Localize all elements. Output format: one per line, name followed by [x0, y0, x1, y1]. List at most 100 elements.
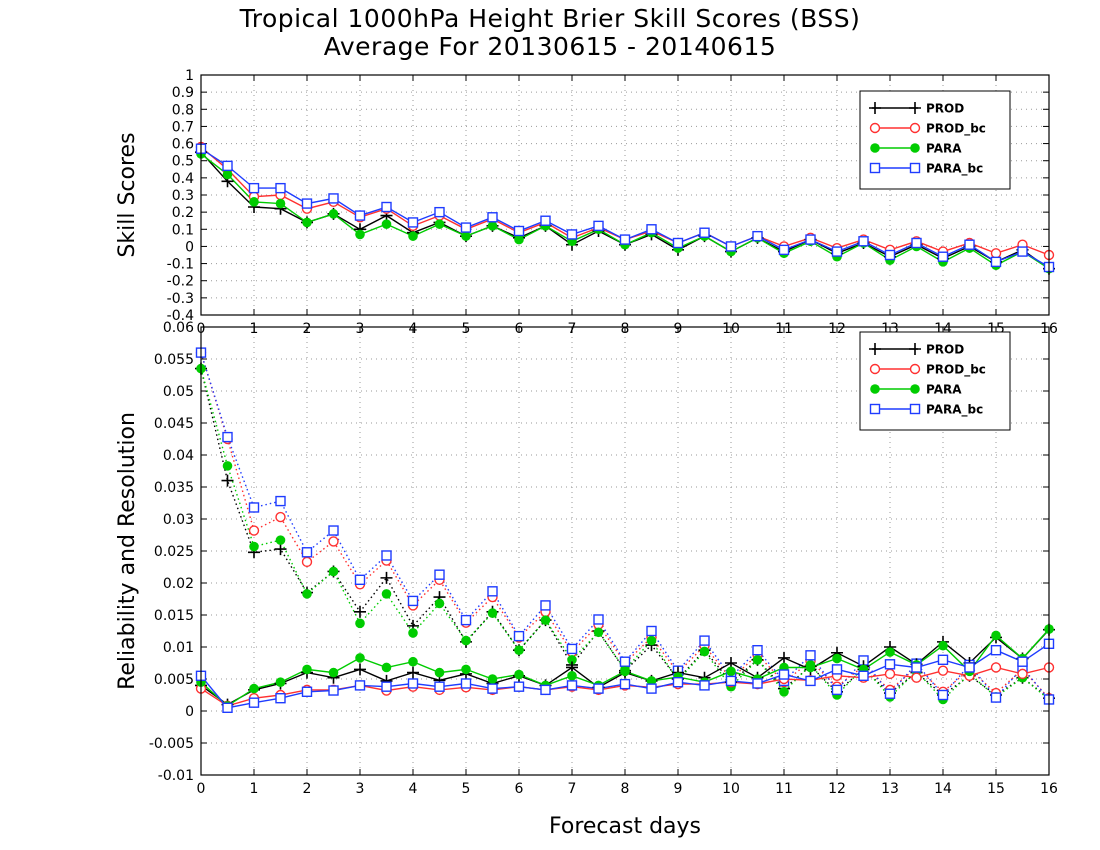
x-tick-label: 10: [722, 781, 740, 797]
point-para-bc: [778, 244, 790, 256]
x-tick-label: 0: [197, 781, 206, 797]
point-para: [275, 535, 286, 545]
point-prod: [354, 663, 366, 676]
point-para-bc: [301, 686, 313, 697]
point-para: [355, 618, 365, 629]
point-para: [381, 589, 392, 599]
point-para-bc: [1017, 656, 1028, 667]
legend-marker: [869, 102, 881, 114]
y-tick-label: 0.7: [172, 119, 194, 135]
point-para: [434, 598, 445, 609]
point-para-bc: [248, 182, 260, 194]
point-para-bc: [381, 550, 392, 561]
legend-label: PROD_bc: [926, 363, 986, 378]
point-para-bc: [407, 217, 419, 228]
y-tick-label: 0.005: [154, 672, 194, 688]
point-para-bc: [354, 210, 366, 221]
y-tick-label: -0.1: [167, 257, 194, 273]
point-para-bc: [964, 662, 975, 673]
legend-label: PROD: [926, 102, 964, 116]
point-para: [487, 221, 498, 231]
point-para: [699, 646, 710, 657]
point-para-bc: [646, 625, 657, 637]
point-para-bc: [566, 643, 578, 655]
point-para-bc: [381, 201, 392, 213]
point-para-bc: [381, 681, 392, 692]
point-para-bc: [937, 251, 949, 262]
y-tick-label: -0.005: [149, 736, 194, 752]
point-para-bc: [990, 256, 1002, 268]
point-para-bc: [593, 683, 604, 694]
y-tick-label: 0.06: [163, 320, 194, 336]
y-tick-label: 0.8: [172, 102, 194, 118]
point-para: [567, 671, 577, 681]
y-tick-label: 0.025: [154, 544, 194, 560]
point-para-bc: [434, 206, 445, 218]
legend-marker: [909, 343, 921, 355]
point-para-bc: [434, 681, 445, 692]
y-tick-label: 0.2: [172, 205, 194, 221]
point-para: [222, 169, 233, 180]
point-para-bc: [884, 659, 896, 670]
point-para: [381, 219, 392, 229]
point-para-bc: [248, 697, 260, 708]
point-prod: [274, 543, 287, 556]
point-para-bc: [831, 246, 843, 257]
x-tick-label: 11: [775, 781, 793, 797]
y-tick-label: -0.01: [158, 768, 194, 784]
point-para: [461, 635, 471, 646]
point-para: [408, 656, 418, 667]
point-para: [514, 645, 524, 655]
legend-label: PARA: [926, 383, 962, 397]
y-tick-label: -0.2: [167, 274, 194, 290]
y-tick-label: 0.015: [154, 608, 194, 624]
point-para-bc: [487, 683, 498, 694]
point-para: [249, 197, 259, 207]
point-para-bc: [699, 635, 710, 646]
point-prod: [221, 474, 234, 487]
point-para-bc: [328, 193, 339, 204]
legend-marker: [909, 122, 921, 134]
point-para-bc: [275, 495, 286, 507]
point-para: [328, 667, 339, 678]
legend-marker: [909, 162, 921, 174]
point-para-bc: [540, 684, 551, 696]
point-para: [461, 231, 471, 241]
x-tick-label: 16: [1040, 781, 1058, 797]
y-tick-label: 0.9: [172, 85, 194, 101]
x-tick-label: 12: [828, 781, 846, 797]
point-prod-bc: [911, 672, 922, 683]
series-line-para-bc-resolution: [200, 352, 1050, 700]
point-para-bc: [990, 692, 1002, 703]
point-para: [222, 461, 233, 471]
point-para: [726, 666, 736, 677]
point-para-bc: [672, 677, 684, 688]
x-tick-label: 4: [409, 781, 418, 797]
point-para-bc: [858, 236, 869, 247]
point-para: [302, 217, 312, 228]
point-para: [328, 209, 339, 219]
point-para: [275, 677, 286, 687]
point-para-bc: [460, 222, 472, 233]
point-para-bc: [275, 182, 286, 194]
legend-label: PARA_bc: [926, 403, 983, 418]
legend-marker: [869, 162, 881, 174]
point-prod: [354, 605, 366, 618]
legend-label: PROD_bc: [926, 122, 986, 137]
point-prod-bc: [1017, 668, 1028, 680]
point-para-bc: [301, 547, 313, 558]
point-para: [487, 608, 498, 618]
point-para-bc: [619, 678, 631, 690]
x-tick-label: 14: [934, 781, 952, 797]
y-tick-label: 0.035: [154, 480, 194, 496]
point-para-bc: [672, 237, 684, 249]
point-para-bc: [354, 680, 366, 691]
point-para: [620, 666, 630, 677]
point-para-bc: [911, 662, 922, 673]
point-para-bc: [937, 654, 949, 665]
x-tick-label: 7: [568, 781, 577, 797]
y-tick-label: 0.6: [172, 137, 194, 153]
point-para: [646, 676, 657, 686]
point-prod: [778, 651, 790, 664]
